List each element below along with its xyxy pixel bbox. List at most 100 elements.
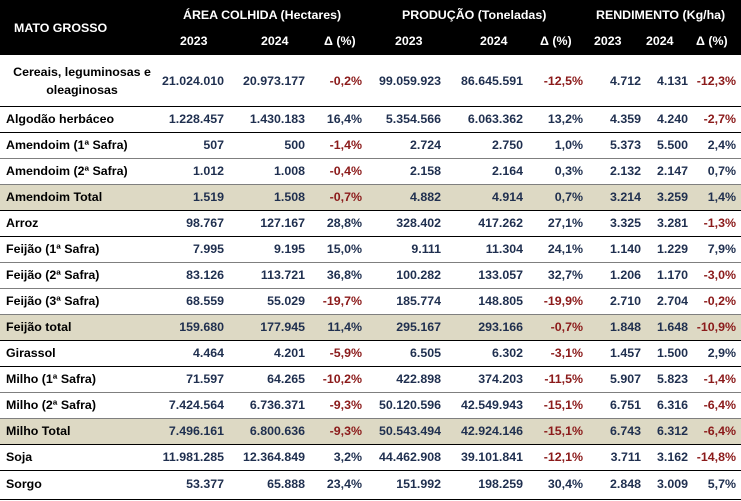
- delta-cell: -1,3%: [703, 216, 736, 230]
- delta-cell: 23,4%: [326, 477, 362, 491]
- header-year: 2023: [395, 34, 423, 48]
- value-cell: 9.111: [411, 242, 441, 256]
- delta-cell: 0,7%: [554, 190, 583, 204]
- value-cell: 177.945: [260, 320, 305, 334]
- delta-cell: -6,4%: [703, 398, 736, 412]
- table-row: Girassol 4.464 4.201 -5,9% 6.505 6.302 -3,1% 1.…: [0, 341, 741, 367]
- value-cell: 5.373: [609, 138, 641, 152]
- value-cell: 1.500: [656, 346, 688, 360]
- value-cell: 417.262: [478, 216, 523, 230]
- value-cell: 2.158: [409, 164, 441, 178]
- delta-cell: -11,5%: [544, 372, 583, 386]
- value-cell: 3.214: [609, 190, 641, 204]
- row-label: Feijão (3ª Safra): [6, 294, 100, 308]
- delta-cell: -9,3%: [329, 424, 362, 438]
- row-label: Algodão herbáceo: [6, 112, 115, 126]
- delta-cell: -14,8%: [696, 450, 736, 464]
- value-cell: 1.848: [609, 320, 641, 334]
- delta-cell: -10,9%: [696, 320, 736, 334]
- table-row: Cereais, leguminosas e oleaginosas 21.024…: [0, 57, 741, 107]
- value-cell: 99.059.923: [378, 74, 441, 88]
- delta-cell: -12,3%: [696, 74, 736, 88]
- table-row: Feijão (3ª Safra) 68.559 55.029 -19,7% 185.7…: [0, 289, 741, 315]
- row-divider: [0, 499, 741, 500]
- delta-cell: -1,4%: [703, 372, 736, 386]
- delta-cell: -6,4%: [703, 424, 736, 438]
- value-cell: 7.496.161: [168, 424, 224, 438]
- value-cell: 44.462.908: [378, 450, 441, 464]
- value-cell: 295.167: [396, 320, 441, 334]
- value-cell: 500: [284, 138, 305, 152]
- row-divider: [0, 366, 741, 367]
- table-row-total: Amendoim Total 1.519 1.508 -0,7% 4.882 4.914 0…: [0, 185, 741, 211]
- value-cell: 5.823: [656, 372, 688, 386]
- value-cell: 3.162: [656, 450, 688, 464]
- row-divider: [0, 158, 741, 159]
- value-cell: 127.167: [260, 216, 305, 230]
- value-cell: 20.973.177: [242, 74, 305, 88]
- value-cell: 6.302: [491, 346, 523, 360]
- value-cell: 39.101.841: [460, 450, 523, 464]
- value-cell: 1.229: [656, 242, 688, 256]
- delta-cell: 27,1%: [547, 216, 583, 230]
- table-row-total: Milho Total 7.496.161 6.800.636 -9,3% 50.543…: [0, 419, 741, 445]
- value-cell: 11.304: [485, 242, 523, 256]
- row-label: Milho (2ª Safra): [6, 398, 96, 412]
- delta-cell: -5,9%: [329, 346, 362, 360]
- delta-cell: -10,2%: [322, 372, 362, 386]
- row-label: Milho Total: [6, 424, 71, 438]
- value-cell: 1.170: [656, 268, 688, 282]
- table-row: Feijão (2ª Safra) 83.126 113.721 36,8% 100.2…: [0, 263, 741, 289]
- header-year: 2024: [480, 34, 508, 48]
- header-group-yield: RENDIMENTO (Kg/ha): [596, 8, 726, 22]
- value-cell: 7.424.564: [168, 398, 224, 412]
- value-cell: 2.147: [656, 164, 688, 178]
- value-cell: 1.012: [192, 164, 224, 178]
- value-cell: 1.519: [192, 190, 224, 204]
- row-divider: [0, 392, 741, 393]
- value-cell: 42.549.943: [460, 398, 523, 412]
- value-cell: 42.924.146: [460, 424, 523, 438]
- value-cell: 2.750: [491, 138, 523, 152]
- value-cell: 113.721: [260, 268, 305, 282]
- row-divider: [0, 236, 741, 237]
- value-cell: 4.914: [491, 190, 523, 204]
- value-cell: 151.992: [396, 477, 441, 491]
- value-cell: 11.981.285: [162, 450, 224, 464]
- value-cell: 1.430.183: [249, 112, 305, 126]
- value-cell: 7.995: [192, 242, 224, 256]
- row-divider: [0, 470, 741, 471]
- value-cell: 53.377: [186, 477, 224, 491]
- value-cell: 5.500: [656, 138, 688, 152]
- value-cell: 4.201: [273, 346, 305, 360]
- delta-cell: 11,4%: [327, 320, 362, 334]
- delta-cell: 36,8%: [326, 268, 362, 282]
- value-cell: 6.312: [656, 424, 688, 438]
- value-cell: 55.029: [267, 294, 305, 308]
- value-cell: 2.848: [609, 477, 641, 491]
- value-cell: 1.648: [656, 320, 688, 334]
- table-row: Algodão herbáceo 1.228.457 1.430.183 16,4% 5…: [0, 107, 741, 133]
- value-cell: 159.680: [179, 320, 224, 334]
- header-year: 2023: [180, 34, 208, 48]
- value-cell: 21.024.010: [161, 74, 224, 88]
- value-cell: 4.882: [409, 190, 441, 204]
- value-cell: 133.057: [478, 268, 523, 282]
- value-cell: 100.282: [396, 268, 441, 282]
- value-cell: 2.704: [656, 294, 688, 308]
- delta-cell: -12,1%: [543, 450, 583, 464]
- delta-cell: 24,1%: [547, 242, 583, 256]
- row-divider: [0, 444, 741, 445]
- delta-cell: -19,9%: [543, 294, 583, 308]
- table-row: Soja 11.981.285 12.364.849 3,2% 44.462.908 39…: [0, 445, 741, 471]
- value-cell: 86.645.591: [460, 74, 523, 88]
- delta-cell: -0,7%: [550, 320, 583, 334]
- value-cell: 2.724: [409, 138, 441, 152]
- row-label: Amendoim (1ª Safra): [6, 138, 128, 152]
- value-cell: 2.164: [491, 164, 523, 178]
- row-label: Feijão (2ª Safra): [6, 268, 100, 282]
- delta-cell: 0,3%: [554, 164, 583, 178]
- value-cell: 6.316: [656, 398, 688, 412]
- row-label: Milho (1ª Safra): [6, 372, 96, 386]
- row-divider: [0, 262, 741, 263]
